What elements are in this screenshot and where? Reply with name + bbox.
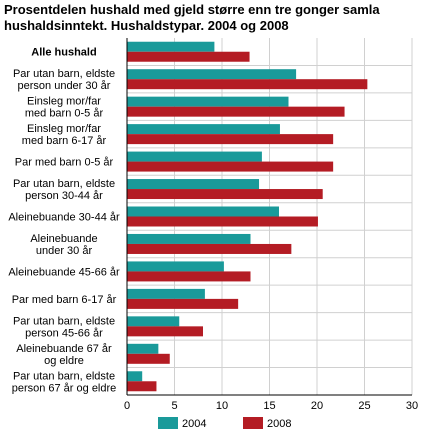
bar-2008-7 — [127, 243, 292, 254]
x-tick-label-20: 20 — [311, 400, 323, 412]
bar-2008-6 — [127, 216, 318, 227]
category-label-1-line-2: person under 30 år — [18, 80, 111, 92]
bar-2008-9 — [127, 298, 239, 309]
chart-title-line-1: Prosentdelen hushald med gjeld større en… — [4, 2, 380, 17]
bar-2008-1 — [127, 79, 368, 90]
category-label-7-line-1: Aleinebuande — [30, 233, 97, 245]
bar-2004-0 — [127, 41, 215, 52]
category-label-1-line-1: Par utan barn, eldste — [13, 68, 115, 80]
x-tick-label-0: 0 — [124, 400, 130, 412]
bar-2008-11 — [127, 353, 170, 364]
x-tick-label-10: 10 — [216, 400, 228, 412]
category-label-8: Aleinebuande 45-66 år — [8, 266, 120, 278]
category-label-11-line-1: Aleinebuande 67 år — [16, 343, 112, 355]
legend-swatch-2008 — [243, 417, 263, 429]
x-tick-label-5: 5 — [171, 400, 177, 412]
bar-2004-1 — [127, 69, 297, 80]
category-label-12-line-1: Par utan barn, eldste — [13, 370, 115, 382]
bar-2004-2 — [127, 96, 289, 107]
category-label-5-line-2: person 30-44 år — [25, 190, 103, 202]
bar-2008-10 — [127, 326, 203, 337]
x-tick-label-15: 15 — [263, 400, 275, 412]
bar-2004-5 — [127, 179, 260, 190]
category-label-2-line-1: Einsleg mor/far — [27, 96, 101, 108]
category-label-6: Aleinebuande 30-44 år — [8, 212, 120, 224]
category-label-7-line-2: under 30 år — [36, 245, 93, 257]
bar-2008-0 — [127, 51, 250, 62]
category-label-10-line-1: Par utan barn, eldste — [13, 315, 115, 327]
x-tick-label-25: 25 — [358, 400, 370, 412]
chart-title-line-2: hushaldsinntekt. Hushaldstypar. 2004 og … — [4, 18, 289, 33]
bar-2008-3 — [127, 134, 334, 145]
bar-2008-2 — [127, 106, 345, 117]
x-tick-label-30: 30 — [406, 400, 418, 412]
bar-2004-3 — [127, 124, 280, 135]
bar-2004-8 — [127, 261, 224, 272]
category-label-0: Alle hushald — [31, 47, 96, 59]
bar-2004-4 — [127, 151, 262, 162]
category-label-3-line-2: med barn 6-17 år — [22, 135, 107, 147]
bar-2004-12 — [127, 371, 143, 382]
category-label-12-line-2: person 67 år og eldre — [12, 382, 117, 394]
bar-2008-8 — [127, 271, 251, 282]
bar-2004-11 — [127, 343, 159, 354]
category-label-10-line-2: person 45-66 år — [25, 327, 103, 339]
bar-2004-9 — [127, 288, 205, 299]
bar-2008-12 — [127, 381, 157, 392]
bar-2004-10 — [127, 316, 180, 327]
bar-2004-7 — [127, 233, 251, 244]
chart-title: Prosentdelen hushald med gjeld større en… — [4, 2, 424, 34]
category-label-9: Par med barn 6-17 år — [12, 294, 117, 306]
category-label-5-line-1: Par utan barn, eldste — [13, 178, 115, 190]
legend-label-2008: 2008 — [267, 418, 291, 430]
category-label-3-line-1: Einsleg mor/far — [27, 123, 101, 135]
bar-2008-5 — [127, 189, 323, 200]
bar-2008-4 — [127, 161, 334, 172]
category-label-2-line-2: med barn 0-5 år — [25, 108, 104, 120]
category-label-4: Par med barn 0-5 år — [15, 157, 114, 169]
category-label-11-line-2: og eldre — [44, 355, 84, 367]
bar-2004-6 — [127, 206, 279, 217]
legend-label-2004: 2004 — [182, 418, 206, 430]
legend-swatch-2004 — [158, 417, 178, 429]
